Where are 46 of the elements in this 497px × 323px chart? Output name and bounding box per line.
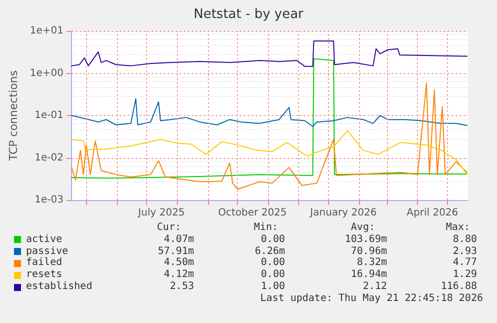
text: 1.29	[452, 269, 477, 282]
text: 0.00	[260, 234, 285, 246]
chart-title: Netstat - by year	[194, 7, 304, 22]
text: 16.94m	[350, 269, 387, 282]
line-series	[71, 130, 468, 175]
line-series	[71, 98, 468, 127]
legend-label: active	[26, 234, 62, 246]
text: 4.07m	[164, 234, 194, 246]
text: 2.53	[170, 281, 194, 293]
line-series	[71, 40, 468, 67]
text: 116.88	[440, 281, 477, 293]
y-axis-title: TCP connections	[7, 70, 20, 162]
line-series	[71, 58, 468, 179]
legend-label: resets	[26, 269, 62, 281]
text: Max:	[446, 222, 470, 234]
legend-label: established	[26, 281, 92, 293]
y-tick-label: 1e-03	[34, 194, 64, 206]
y-tick-label: 1e-02	[34, 152, 64, 164]
text: 2.93	[452, 246, 477, 258]
x-tick-label: January 2026	[309, 208, 377, 218]
text: 2.12	[362, 281, 387, 293]
y-tick-label: 1e+00	[30, 68, 64, 79]
y-tick-label: 1e-01	[34, 110, 64, 121]
text: 103.69m	[344, 234, 387, 246]
text: 4.77	[452, 257, 477, 270]
text: 8.32m	[356, 257, 387, 270]
text: 8.80	[452, 234, 477, 246]
text: 6.26m	[254, 246, 285, 258]
text: Min:	[254, 222, 278, 234]
text: Cur:	[156, 222, 181, 234]
line-series	[71, 82, 468, 190]
text: 4.12m	[164, 269, 194, 282]
text: 0.00	[260, 269, 285, 282]
x-tick-label: April 2026	[406, 208, 458, 218]
text: Avg:	[350, 222, 375, 234]
text: Last update: Thu May 21 22:45:18 2026	[260, 292, 483, 305]
y-tick-label: 1e+01	[30, 26, 64, 36]
text: 57.91m	[158, 246, 194, 258]
x-tick-label: July 2025	[137, 208, 185, 218]
legend-label: failed	[26, 257, 62, 270]
text: 70.96m	[350, 246, 387, 258]
legend-label: passive	[26, 246, 68, 257]
text: 4.50m	[164, 257, 194, 270]
text: 1.00	[260, 281, 285, 293]
x-tick-label: October 2025	[218, 208, 287, 218]
text: 0.00	[260, 257, 285, 270]
